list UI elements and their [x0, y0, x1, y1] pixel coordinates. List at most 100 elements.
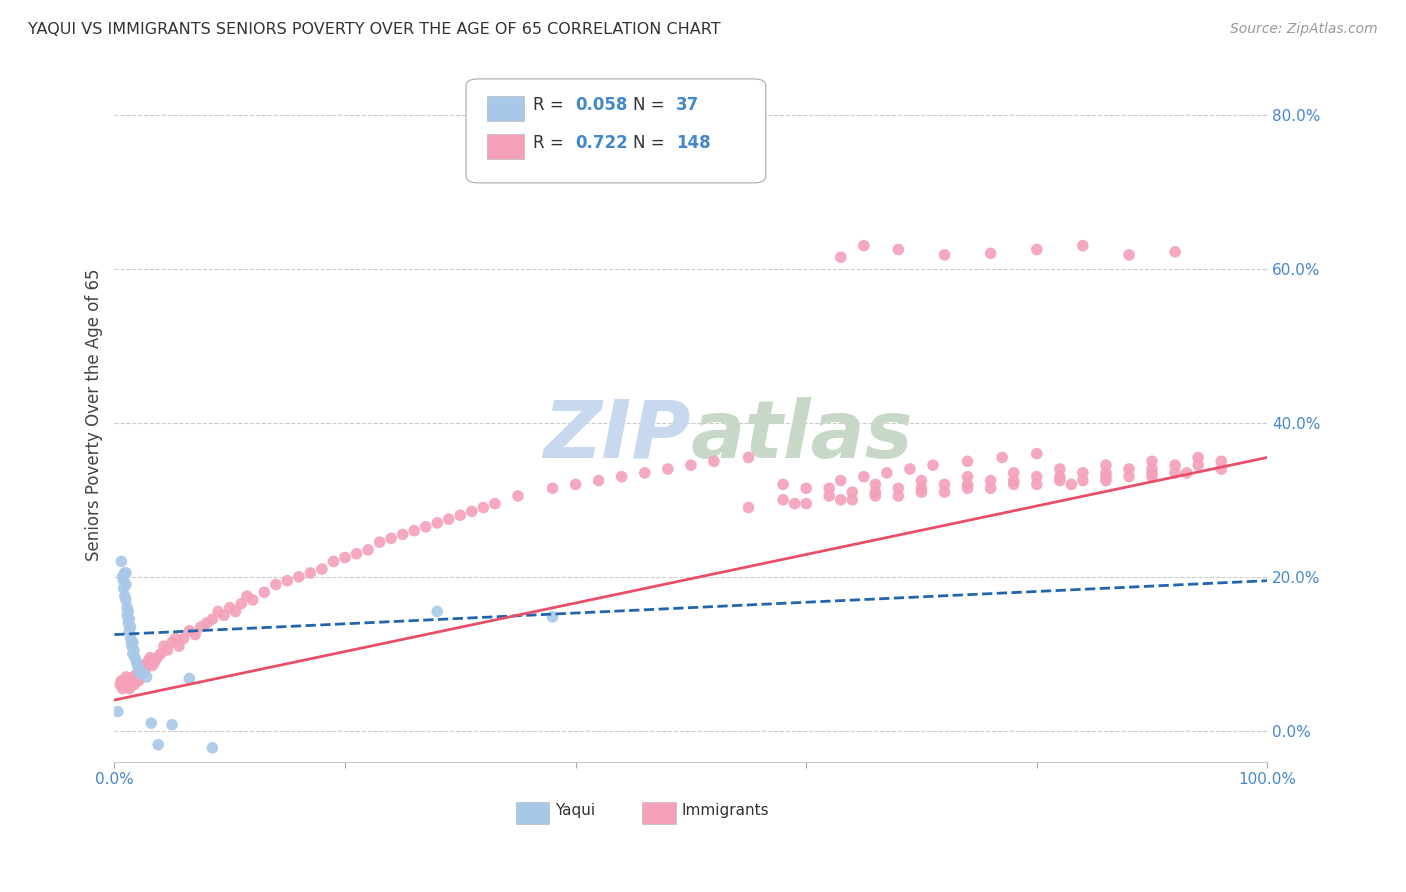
Point: [121, 639, 143, 653]
Point: [122, 643, 145, 657]
Point: [115, 566, 138, 580]
Point: [121, 647, 143, 661]
Point: [657, 462, 679, 476]
Point: [179, 672, 201, 686]
Point: [910, 485, 932, 500]
Point: [129, 662, 152, 676]
Point: [124, 650, 146, 665]
Point: [139, 650, 162, 665]
Point: [121, 635, 143, 649]
Point: [564, 477, 586, 491]
Point: [991, 450, 1014, 465]
Point: [118, 612, 141, 626]
Point: [1140, 462, 1163, 476]
Point: [415, 520, 437, 534]
Point: [472, 500, 495, 515]
Point: [141, 658, 163, 673]
Point: [231, 597, 253, 611]
Point: [357, 542, 380, 557]
Point: [898, 462, 921, 476]
Point: [1164, 458, 1187, 472]
Point: [461, 504, 484, 518]
Point: [1002, 466, 1025, 480]
Point: [153, 639, 176, 653]
Text: Yaqui: Yaqui: [555, 803, 595, 818]
Point: [830, 492, 852, 507]
Point: [276, 574, 298, 588]
Point: [852, 238, 875, 252]
Point: [934, 477, 956, 491]
Point: [1002, 474, 1025, 488]
Point: [1002, 477, 1025, 491]
Text: N =: N =: [633, 135, 671, 153]
Point: [132, 666, 155, 681]
Point: [160, 717, 183, 731]
Point: [117, 615, 139, 630]
Point: [242, 593, 264, 607]
Point: [1095, 466, 1118, 480]
Point: [1175, 466, 1198, 480]
Point: [143, 655, 166, 669]
Point: [160, 635, 183, 649]
Point: [115, 608, 138, 623]
Point: [1118, 248, 1140, 262]
Point: [956, 454, 979, 468]
Point: [887, 489, 910, 503]
Point: [195, 615, 218, 630]
Point: [865, 489, 887, 503]
Point: [311, 562, 333, 576]
Point: [114, 589, 136, 603]
Point: [179, 624, 201, 638]
Point: [201, 740, 224, 755]
Point: [135, 670, 157, 684]
Point: [980, 474, 1002, 488]
Point: [1049, 469, 1071, 483]
Point: [391, 527, 413, 541]
Point: [541, 481, 564, 495]
Point: [115, 577, 138, 591]
Point: [1071, 466, 1094, 480]
Point: [541, 610, 564, 624]
Point: [288, 570, 311, 584]
Point: [956, 477, 979, 491]
Point: [141, 716, 163, 731]
Text: YAQUI VS IMMIGRANTS SENIORS POVERTY OVER THE AGE OF 65 CORRELATION CHART: YAQUI VS IMMIGRANTS SENIORS POVERTY OVER…: [28, 22, 721, 37]
Point: [1025, 477, 1047, 491]
Point: [132, 658, 155, 673]
Point: [1164, 466, 1187, 480]
Point: [956, 469, 979, 483]
Point: [1118, 469, 1140, 483]
Point: [127, 658, 149, 673]
Point: [156, 643, 179, 657]
Point: [1211, 462, 1233, 476]
Point: [224, 605, 246, 619]
Point: [110, 673, 132, 688]
Point: [120, 620, 142, 634]
FancyBboxPatch shape: [486, 95, 523, 120]
Point: [922, 458, 945, 472]
Point: [980, 246, 1002, 260]
Point: [125, 670, 148, 684]
Point: [794, 497, 817, 511]
Point: [865, 477, 887, 491]
Point: [610, 469, 633, 483]
Point: [772, 492, 794, 507]
Point: [115, 670, 138, 684]
Point: [506, 489, 529, 503]
Point: [1140, 454, 1163, 468]
Text: 148: 148: [676, 135, 710, 153]
Text: atlas: atlas: [690, 397, 914, 475]
Point: [1049, 462, 1071, 476]
Point: [127, 666, 149, 681]
Point: [122, 678, 145, 692]
Point: [426, 516, 449, 530]
Point: [128, 662, 150, 676]
Point: [149, 647, 172, 661]
Point: [588, 474, 610, 488]
Point: [1025, 243, 1047, 257]
Point: [110, 554, 132, 568]
Point: [737, 500, 759, 515]
Point: [934, 485, 956, 500]
FancyBboxPatch shape: [465, 78, 766, 183]
Point: [841, 492, 863, 507]
